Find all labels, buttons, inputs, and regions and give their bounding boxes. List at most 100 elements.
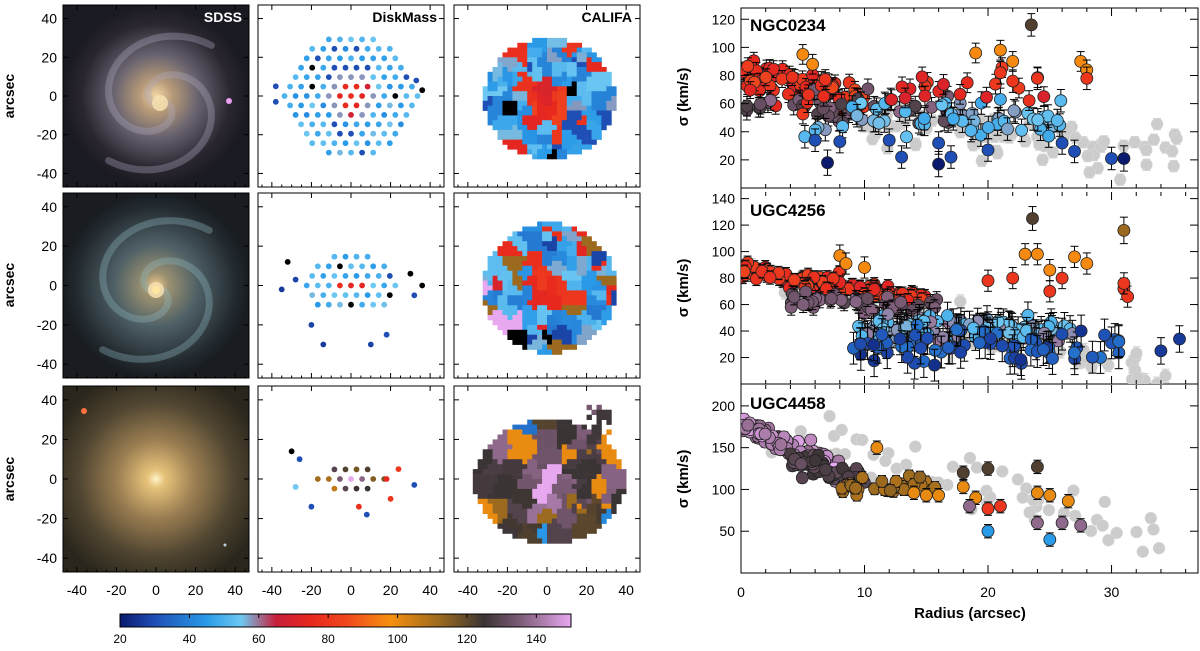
voronoi-bin bbox=[547, 493, 553, 500]
voronoi-bin bbox=[537, 533, 543, 539]
voronoi-bin bbox=[596, 280, 602, 286]
voronoi-bin bbox=[551, 444, 558, 450]
voronoi-bin bbox=[542, 236, 548, 242]
voronoi-bin bbox=[542, 528, 548, 534]
data-point bbox=[836, 120, 849, 133]
voronoi-bin bbox=[502, 459, 508, 465]
voronoi-bin bbox=[497, 493, 503, 500]
voronoi-bin bbox=[556, 449, 563, 455]
voronoi-bin bbox=[581, 528, 587, 534]
data-point bbox=[1055, 136, 1069, 150]
voronoi-bin bbox=[556, 454, 563, 460]
voronoi-bin bbox=[561, 280, 568, 286]
voronoi-bin bbox=[551, 236, 558, 242]
voronoi-bin bbox=[586, 483, 592, 490]
voronoi-bin bbox=[591, 300, 597, 306]
voronoi-bin bbox=[566, 231, 573, 237]
voronoi-bin bbox=[571, 120, 577, 126]
voronoi-bin bbox=[512, 339, 518, 345]
voronoi-bin bbox=[487, 305, 493, 311]
galaxy-spiral-arms bbox=[99, 217, 213, 363]
voronoi-bin bbox=[596, 414, 602, 420]
voronoi-bin bbox=[517, 424, 523, 430]
voronoi-bin bbox=[581, 129, 587, 136]
colorbar-gradient bbox=[119, 613, 572, 628]
fiber bbox=[292, 484, 299, 490]
voronoi-bin bbox=[576, 260, 582, 267]
voronoi-bin bbox=[561, 508, 568, 514]
voronoi-bin bbox=[566, 81, 573, 87]
voronoi-bin bbox=[537, 319, 543, 326]
voronoi-bin bbox=[507, 474, 513, 480]
voronoi-bin bbox=[532, 110, 538, 116]
voronoi-bin bbox=[537, 474, 543, 480]
voronoi-bin bbox=[532, 154, 538, 160]
voronoi-bin bbox=[522, 270, 528, 276]
voronoi-bin bbox=[556, 523, 563, 529]
data-point bbox=[1165, 145, 1179, 158]
voronoi-bin bbox=[561, 319, 568, 326]
voronoi-bin bbox=[532, 533, 538, 539]
voronoi-bin bbox=[502, 469, 508, 475]
voronoi-bin bbox=[566, 149, 573, 155]
voronoi-bin bbox=[502, 444, 508, 450]
voronoi-bin bbox=[591, 513, 597, 519]
voronoi-bin bbox=[487, 256, 493, 262]
voronoi-bin bbox=[606, 508, 612, 514]
voronoi-bin bbox=[497, 256, 503, 262]
voronoi-bin bbox=[591, 86, 597, 92]
voronoi-bin bbox=[561, 459, 568, 465]
voronoi-bin bbox=[507, 329, 513, 336]
fiber bbox=[370, 93, 377, 99]
voronoi-bin bbox=[507, 62, 513, 68]
voronoi-bin bbox=[566, 134, 573, 140]
voronoi-bin bbox=[537, 231, 543, 237]
voronoi-bin bbox=[586, 91, 592, 97]
voronoi-bin bbox=[497, 474, 503, 480]
voronoi-bin bbox=[596, 503, 602, 509]
voronoi-bin bbox=[596, 86, 602, 92]
voronoi-bin bbox=[571, 62, 577, 68]
voronoi-bin bbox=[566, 523, 573, 529]
fiber bbox=[348, 93, 354, 99]
fiber bbox=[364, 64, 371, 71]
voronoi-bin bbox=[601, 479, 607, 485]
voronoi-bin bbox=[537, 503, 543, 509]
voronoi-bin bbox=[581, 329, 587, 336]
voronoi-bin bbox=[527, 290, 533, 296]
califa-voronoi-bins bbox=[472, 404, 627, 544]
voronoi-bin bbox=[517, 120, 523, 126]
voronoi-bin bbox=[551, 528, 558, 534]
voronoi-bin bbox=[542, 105, 548, 111]
voronoi-bin bbox=[581, 71, 587, 77]
voronoi-bin bbox=[512, 459, 518, 465]
voronoi-bin bbox=[586, 439, 592, 445]
voronoi-bin bbox=[522, 300, 528, 306]
voronoi-bin bbox=[517, 231, 523, 237]
fiber bbox=[359, 476, 365, 482]
x-tick-label: 40 bbox=[227, 582, 243, 598]
voronoi-bin bbox=[492, 503, 498, 509]
voronoi-bin bbox=[477, 493, 483, 500]
fiber bbox=[292, 276, 299, 283]
voronoi-bin bbox=[591, 260, 597, 267]
voronoi-bin bbox=[556, 52, 563, 58]
fiber bbox=[364, 121, 371, 128]
voronoi-bin bbox=[527, 81, 533, 87]
data-point bbox=[741, 59, 755, 73]
voronoi-bin bbox=[596, 454, 602, 460]
fiber bbox=[364, 102, 371, 109]
voronoi-bin bbox=[542, 154, 548, 160]
voronoi-bin bbox=[492, 300, 498, 306]
spiral-arm bbox=[99, 257, 213, 363]
data-point bbox=[861, 292, 874, 305]
voronoi-bin bbox=[581, 62, 587, 68]
voronoi-bin bbox=[522, 498, 528, 505]
voronoi-bin bbox=[586, 518, 592, 524]
voronoi-bin bbox=[522, 305, 528, 311]
voronoi-bin bbox=[547, 236, 553, 242]
voronoi-bin bbox=[502, 105, 508, 111]
voronoi-bin bbox=[532, 454, 538, 460]
voronoi-bin bbox=[517, 91, 523, 97]
voronoi-bin bbox=[576, 429, 582, 435]
